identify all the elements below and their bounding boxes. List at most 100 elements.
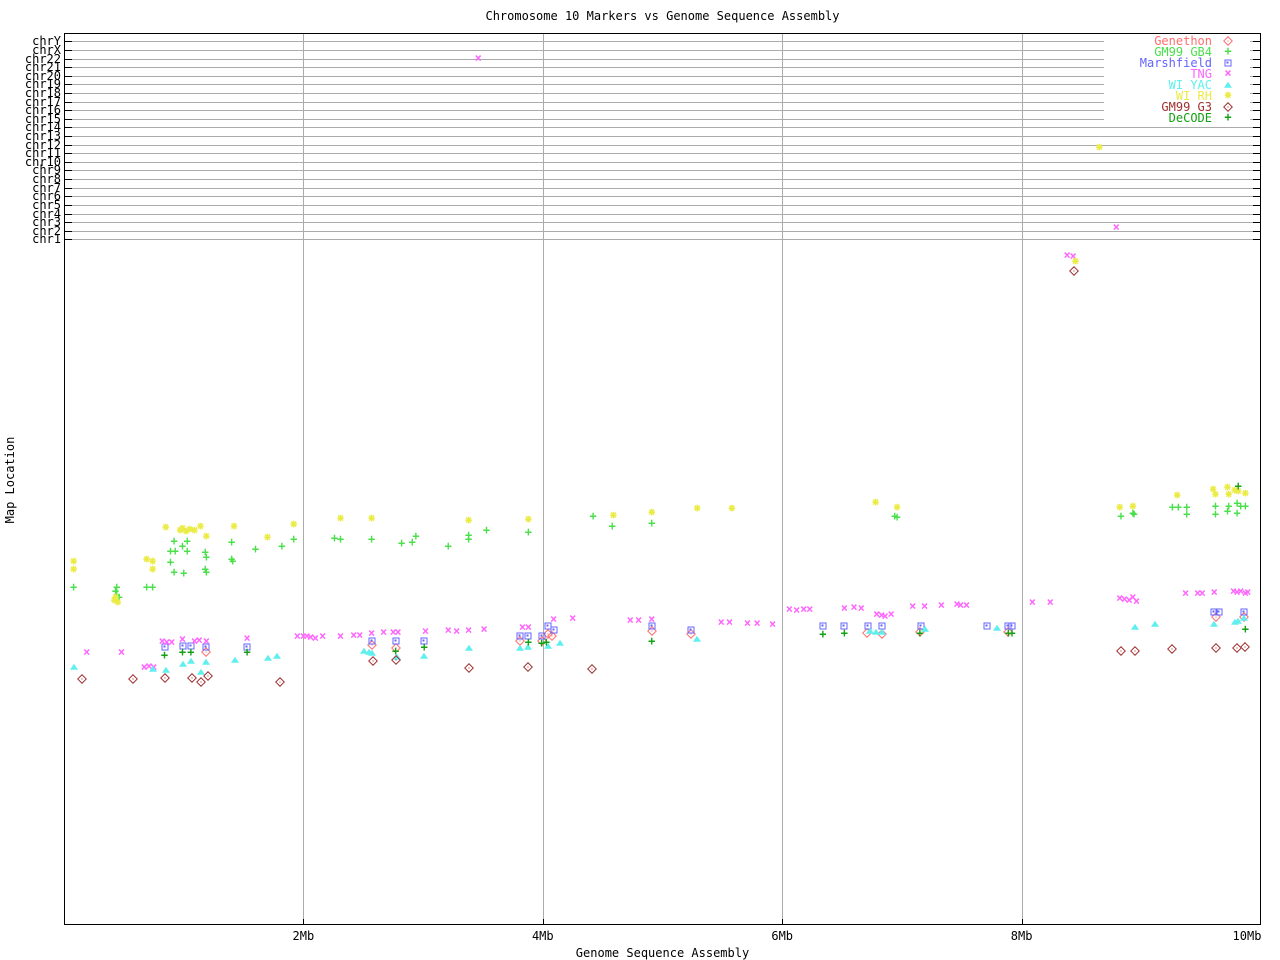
marker-wi-rh: + × [142, 553, 152, 565]
star-bar: + [464, 513, 473, 527]
marker-tng: × [444, 623, 452, 637]
star-cross: × [110, 593, 118, 607]
marker-gm99-gb4: + [290, 532, 298, 546]
star-cross: × [230, 519, 238, 533]
marker-marshfield [1210, 608, 1218, 616]
marker-wi-rh: + × [161, 521, 171, 533]
star-bar: + [1209, 482, 1217, 496]
marker-marshfield [538, 632, 546, 640]
star-bar: + [230, 519, 238, 533]
marker-tng: × [881, 609, 889, 623]
marker-tng: × [299, 629, 307, 643]
star-bar: + [69, 554, 78, 568]
chromosome-line [65, 188, 1260, 189]
marker-tng: × [394, 625, 402, 639]
marker-tng: × [887, 607, 895, 621]
star-cross: × [186, 522, 194, 536]
chromosome-left-tick [65, 59, 72, 60]
chromosome-right-tick [1253, 145, 1260, 146]
marker-gm99-gb4: + [142, 580, 151, 594]
marker-decode: + [524, 635, 532, 649]
marker-gm99-gb4: + [278, 539, 286, 553]
legend-row-wi-rh: WI RH + × [1104, 89, 1250, 102]
chromosome-line [65, 196, 1260, 197]
legend-label: Genethon [1154, 34, 1212, 48]
legend-marker-plus-icon: + [1224, 110, 1232, 124]
marker-wi-rh: + × [178, 521, 188, 535]
legend-marker-triangle-icon [1224, 81, 1232, 88]
marker-decode: + [648, 634, 656, 648]
chromosome-left-tick [65, 188, 72, 189]
marker-marshfield [524, 632, 532, 640]
marker-tng: × [158, 634, 166, 648]
marker-gm99-gb4: + [444, 539, 452, 553]
star-cross: × [648, 505, 656, 519]
chromosome-right-tick [1253, 59, 1260, 60]
chromosome-line [65, 136, 1260, 137]
star-cross: × [111, 590, 120, 604]
marker-marshfield [368, 637, 376, 645]
marker-tng: × [480, 622, 488, 636]
star-bar: + [69, 562, 78, 576]
marker-tng: × [1210, 585, 1218, 599]
marker-gm99-gb4: + [1211, 499, 1220, 513]
legend-row-wi-yac: WI YAC [1104, 78, 1250, 92]
chromosome-right-tick [1253, 153, 1260, 154]
marker-wi-yac [360, 647, 369, 654]
chromosome-label: chr15 [24, 112, 61, 126]
marker-tng: × [648, 612, 656, 626]
marker-decode: + [1234, 479, 1242, 493]
star-cross: × [263, 530, 272, 544]
star-cross: × [1071, 254, 1080, 268]
marker-decode: + [391, 644, 400, 658]
chromosome-right-tick [1253, 162, 1260, 163]
marker-wi-rh: + × [113, 596, 123, 608]
legend-label: GM99 G3 [1161, 100, 1212, 114]
chromosome-label: chr18 [24, 86, 61, 100]
marker-gm99-gb4: + [115, 590, 123, 604]
star-cross: × [871, 495, 880, 509]
star-bar: + [190, 523, 199, 537]
chromosome-left-tick [65, 205, 72, 206]
chromosome-line [65, 214, 1260, 215]
marker-wi-yac [865, 627, 874, 634]
chromosome-left-tick [65, 196, 72, 197]
marker-wi-rh: + × [1128, 500, 1138, 512]
marker-tng: × [1233, 585, 1241, 599]
marker-tng: × [792, 603, 801, 617]
marker-gm99-gb4: + [183, 534, 191, 548]
marker-wi-rh: + × [1224, 487, 1234, 501]
marker-wi-rh: + × [69, 562, 79, 576]
marker-marshfield [648, 622, 656, 630]
legend-row-gm99-g3: GM99 G3 [1104, 100, 1250, 114]
chromosome-left-tick [65, 222, 72, 223]
marker-marshfield [550, 626, 558, 634]
marker-gm99-gb4: + [113, 580, 121, 594]
star-cross: × [524, 512, 532, 526]
star-cross: × [1225, 487, 1233, 501]
marker-tng: × [1046, 595, 1054, 609]
star-cross: × [336, 511, 345, 525]
chromosome-label: chr9 [32, 163, 61, 177]
marker-tng: × [83, 645, 91, 659]
marker-decode: + [819, 627, 827, 641]
marker-gm99-gb4: + [1233, 506, 1241, 520]
star-cross: × [148, 554, 157, 568]
marker-gm99-gb4: + [524, 525, 532, 539]
marker-tng: × [464, 623, 473, 637]
star-cross: × [464, 513, 473, 527]
chromosome-label: chr22 [24, 52, 61, 66]
marker-decode: + [160, 648, 169, 662]
legend-label: WI YAC [1168, 78, 1212, 92]
marker-gm99-gb4: + [229, 554, 237, 568]
marker-tng: × [1120, 592, 1129, 606]
chromosome-left-tick [65, 50, 72, 51]
star-cross: × [290, 517, 298, 531]
legend-row-decode: DeCODE + [1104, 110, 1250, 124]
star-bar: + [1071, 254, 1080, 268]
legend-marker-square-icon [1224, 59, 1232, 67]
star-cross: × [148, 562, 157, 576]
marker-tng: × [953, 597, 961, 611]
legend-row-gm99-gb4: GM99 GB4 + [1104, 45, 1250, 58]
star-cross: × [178, 521, 187, 535]
